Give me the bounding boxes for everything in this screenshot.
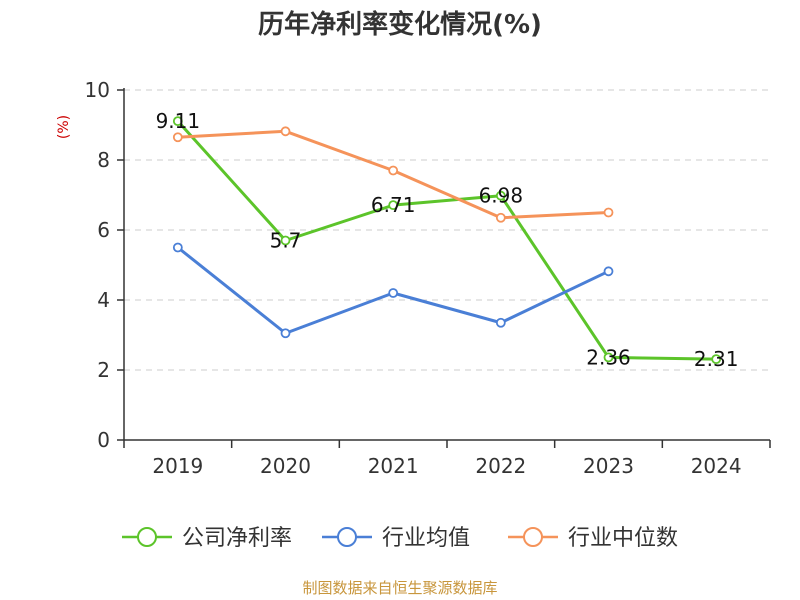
data-point-0 bbox=[280, 235, 291, 246]
data-point-0 bbox=[388, 200, 399, 211]
x-tick-label: 2022 bbox=[475, 454, 526, 478]
data-label: 2.31 bbox=[694, 347, 739, 371]
data-point-2 bbox=[603, 207, 614, 218]
legend-marker bbox=[523, 527, 543, 547]
axes: 0 2 4 6 8 10 2019 2020 2021 2022 2023 2024 bbox=[85, 78, 771, 478]
data-point-0 bbox=[603, 352, 614, 363]
data-point-1 bbox=[172, 242, 183, 253]
x-tick-label: 2019 bbox=[152, 454, 203, 478]
chart-title: 历年净利率变化情况(%) bbox=[258, 9, 542, 40]
data-point-0 bbox=[172, 116, 183, 127]
data-point-2 bbox=[172, 132, 183, 143]
x-tick-label: 2024 bbox=[691, 454, 742, 478]
y-tick-label: 6 bbox=[97, 218, 110, 242]
data-point-0 bbox=[711, 354, 722, 365]
y-axis-label: (%) bbox=[56, 115, 72, 139]
data-labels: 9.11 5.7 6.71 6.98 2.36 2.31 bbox=[156, 109, 739, 371]
x-tick-label: 2020 bbox=[260, 454, 311, 478]
data-point-1 bbox=[280, 328, 291, 339]
legend-marker bbox=[337, 527, 357, 547]
legend-marker bbox=[137, 527, 157, 547]
data-point-2 bbox=[280, 126, 291, 137]
y-tick-label: 2 bbox=[97, 358, 110, 382]
legend-label: 公司净利率 bbox=[182, 526, 292, 551]
data-point-0 bbox=[495, 190, 506, 201]
x-tick-label: 2021 bbox=[368, 454, 419, 478]
y-tick-label: 8 bbox=[97, 148, 110, 172]
y-tick-label: 0 bbox=[97, 428, 110, 452]
y-tick-label: 10 bbox=[85, 78, 110, 102]
y-tick-label: 4 bbox=[97, 288, 110, 312]
data-point-1 bbox=[495, 317, 506, 328]
data-point-1 bbox=[388, 288, 399, 298]
data-point-2 bbox=[388, 165, 399, 176]
legend: 公司净利率 行业均值 行业中位数 bbox=[122, 526, 678, 551]
data-label: 5.7 bbox=[270, 229, 302, 253]
data-point-1 bbox=[603, 266, 614, 277]
x-tick-label: 2023 bbox=[583, 454, 634, 478]
data-label: 2.36 bbox=[586, 345, 631, 369]
source-note: 制图数据来自恒生聚源数据库 bbox=[302, 579, 497, 597]
data-label: 6.71 bbox=[371, 193, 416, 217]
series-line-0 bbox=[176, 120, 717, 361]
grid-lines bbox=[124, 89, 770, 371]
legend-label: 行业均值 bbox=[382, 526, 470, 551]
data-label: 6.98 bbox=[479, 184, 524, 208]
data-point-2 bbox=[495, 212, 506, 223]
series-lines bbox=[172, 116, 722, 365]
legend-label: 行业中位数 bbox=[568, 526, 678, 551]
data-label: 9.11 bbox=[156, 109, 201, 133]
